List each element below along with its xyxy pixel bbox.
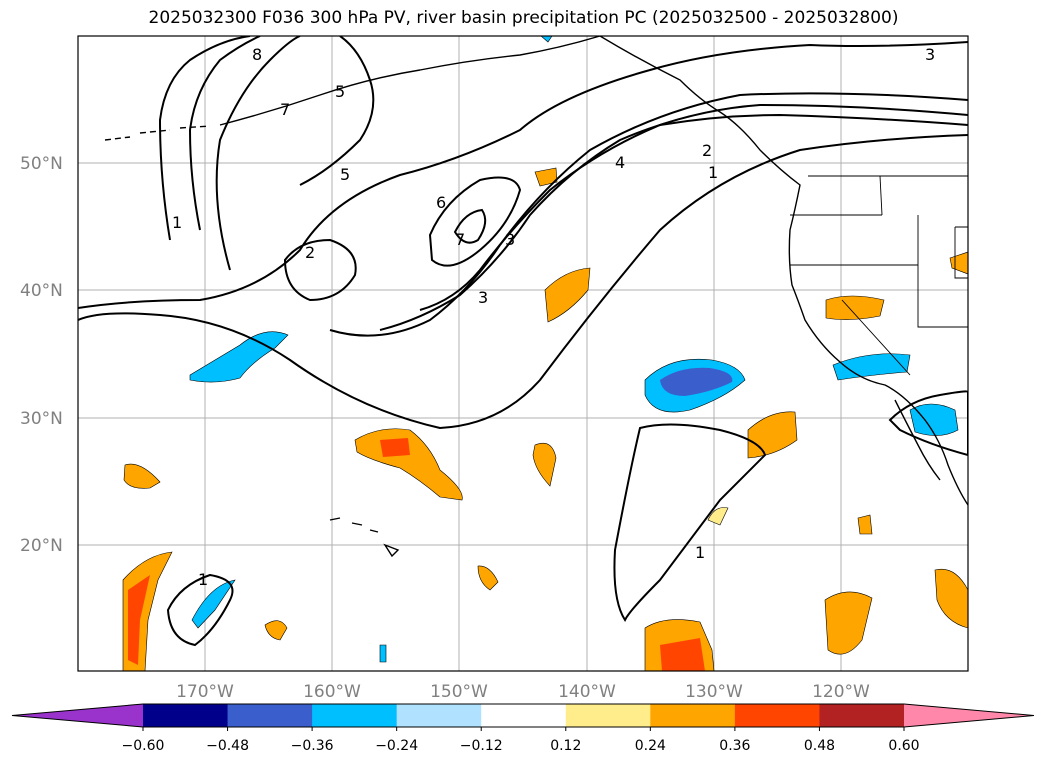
colorbar-tick-label: −0.24 [375,738,418,754]
colorbar-tick-label: 0.48 [804,738,835,754]
lon-label-150w: 150°W [430,682,488,702]
contour-label: 1 [708,163,718,182]
precip-positive-area [934,568,968,629]
lat-label-40n: 40°N [20,281,63,301]
lon-label-130w: 130°W [685,682,743,702]
colorbar-segment [481,704,567,727]
colorbar: −0.60 −0.48 −0.36 −0.24 −0.12 0.12 0.24 0.36 0.4… [11,703,1035,754]
contour-label: 5 [340,165,350,184]
precip-negative-area [191,579,236,629]
contour-label: 3 [505,230,515,249]
contour-label: 1 [695,543,705,562]
lon-label-160w: 160°W [303,682,361,702]
lon-label-120w: 120°W [812,682,870,702]
colorbar-segment [312,704,398,727]
precip-positive-area [857,514,873,535]
lat-label-50n: 50°N [20,154,63,174]
precip-positive-area [824,591,873,655]
contour-labels: 8 7 5 6 7 5 2 1 3 4 2 1 3 1 1 3 [172,45,935,589]
contour-label: 2 [305,243,315,262]
lon-label-140w: 140°W [558,682,616,702]
precip-positive-area [477,565,499,591]
colorbar-segment [143,704,229,727]
colorbar-tick-label: −0.12 [460,738,503,754]
colorbar-segment [565,704,651,727]
latitude-labels: 50°N 40°N 30°N 20°N [20,154,63,556]
contour-label: 1 [198,570,208,589]
colorbar-extend-max [904,704,1034,727]
lat-label-30n: 30°N [20,409,63,429]
colorbar-tick-label: 0.36 [719,738,750,754]
precip-positive-area [949,251,968,275]
precip-positive-area [534,167,558,187]
contour-label: 5 [335,82,345,101]
colorbar-segment [227,704,313,727]
precip-negative-area [909,403,959,436]
precip-positive-area [532,442,557,487]
precip-positive-area [707,507,729,526]
baja-coast [894,399,941,481]
contour-label: 7 [280,100,290,119]
colorbar-segment [734,704,820,727]
colorbar-tick-label: 0.12 [550,738,581,754]
precip-positive-area [264,620,288,641]
precip-positive-area [825,295,885,320]
precip-negative-area [379,644,387,663]
colorbar-tick-label: −0.48 [206,738,249,754]
contour-label: 2 [702,141,712,160]
longitude-labels: 170°W 160°W 150°W 140°W 130°W 120°W [176,682,870,702]
colorbar-segment [650,704,736,727]
colorbar-tick-label: −0.36 [291,738,334,754]
contour-label: 6 [436,193,446,212]
contour-label: 4 [615,153,625,172]
pv-contours [78,36,968,647]
contour-label: 1 [172,213,182,232]
figure-title: 2025032300 F036 300 hPa PV, river basin … [148,8,899,28]
contour-label: 7 [455,230,465,249]
precip-shading [122,36,968,671]
precip-negative-area [540,36,553,43]
political-borders [790,175,968,376]
lon-label-170w: 170°W [176,682,234,702]
contour-label: 8 [252,45,262,64]
precip-positive-area [544,267,591,323]
contour-label: 3 [925,45,935,64]
contour-label: 3 [478,288,488,307]
colorbar-tick-label: 0.24 [635,738,666,754]
hawaii-islands [329,517,400,558]
colorbar-segment [396,704,482,727]
colorbar-segment [819,704,905,727]
lat-label-20n: 20°N [20,536,63,556]
alaska-coast [219,36,601,126]
precip-positive-area [123,463,161,489]
colorbar-extend-min [12,704,143,727]
aleutian-islands [104,125,211,141]
gridlines [78,36,968,671]
colorbar-tick-label: −0.60 [122,738,165,754]
map-frame [77,35,969,672]
colorbar-tick-label: 0.60 [888,738,919,754]
